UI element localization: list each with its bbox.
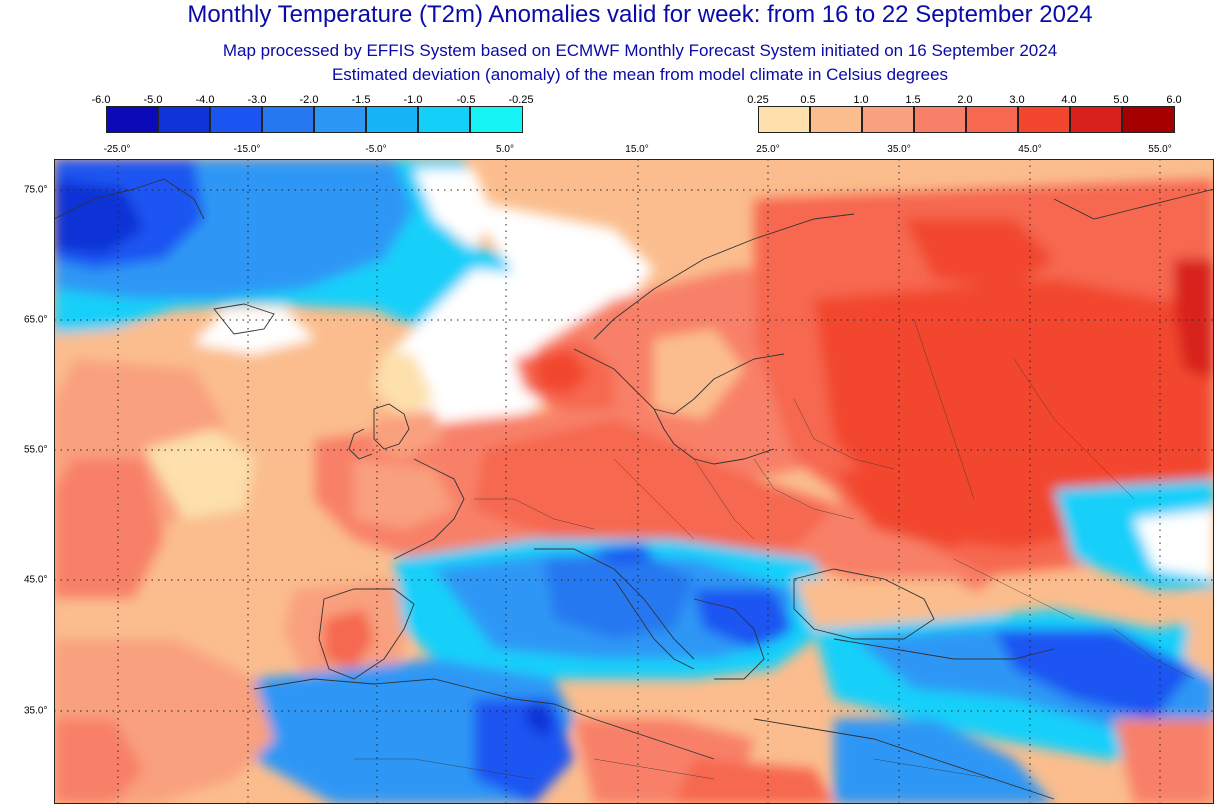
latitude-label: 55.0° (24, 444, 48, 456)
longitude-label: -15.0° (233, 144, 261, 155)
colorbar-negative-swatch (262, 106, 314, 133)
colorbar-positive-label: 0.5 (800, 94, 816, 106)
colorbar-negative-label: -3.0 (247, 94, 267, 106)
colorbar-positive-swatch (758, 106, 810, 133)
colorbar-positive-label: 6.0 (1166, 94, 1182, 106)
longitude-label: 25.0° (756, 144, 780, 155)
colorbar-positive-swatch (862, 106, 914, 133)
colorbar-positive-label: 5.0 (1113, 94, 1129, 106)
colorbar-positive-swatch (1122, 106, 1175, 133)
colorbar-negative-label: -4.0 (195, 94, 215, 106)
colorbar-positive-swatch (966, 106, 1018, 133)
colorbar-positive-swatch (1018, 106, 1070, 133)
colorbar-positive-label: 1.5 (905, 94, 921, 106)
colorbar-negative-swatch (314, 106, 366, 133)
colorbar-negative-swatch (366, 106, 418, 133)
colorbar-negative-swatch (158, 106, 210, 133)
map-title: Monthly Temperature (T2m) Anomalies vali… (187, 1, 1093, 28)
colorbar-positive-swatch (914, 106, 966, 133)
colorbar-negative-label: -0.25 (508, 94, 534, 106)
borders (354, 318, 1195, 780)
colorbar-negative-swatch (418, 106, 470, 133)
anomaly-fields (54, 159, 1214, 804)
colorbar-negative-swatch (470, 106, 523, 133)
longitude-label: -25.0° (103, 144, 131, 155)
latitude-label: 75.0° (24, 184, 48, 196)
longitude-label: 45.0° (1018, 144, 1042, 155)
longitude-label: 5.0° (496, 144, 514, 155)
latitude-label: 45.0° (24, 574, 48, 586)
colorbar-negative-label: -6.0 (91, 94, 111, 106)
colorbar-positive-label: 3.0 (1009, 94, 1025, 106)
colorbar-negative-swatch (210, 106, 262, 133)
colorbar-positive-swatch (1070, 106, 1122, 133)
colorbar-negative-label: -5.0 (143, 94, 163, 106)
colorbar-negative-label: -2.0 (299, 94, 319, 106)
colorbar-positive-label: 1.0 (853, 94, 869, 106)
longitude-label: 15.0° (625, 144, 649, 155)
anomaly-map (54, 159, 1214, 804)
colorbar-positive-label: 0.25 (747, 94, 769, 106)
coastlines (54, 178, 1214, 800)
colorbar-positive-swatch (810, 106, 862, 133)
map-subtitle-description: Estimated deviation (anomaly) of the mea… (331, 65, 949, 84)
latitude-label: 35.0° (24, 705, 48, 717)
colorbar-negative-swatch (106, 106, 158, 133)
colorbar-positive-label: 2.0 (957, 94, 973, 106)
colorbar-negative-label: -0.5 (456, 94, 476, 106)
colorbar-negative-label: -1.0 (403, 94, 423, 106)
map-subtitle-source: Map processed by EFFIS System based on E… (222, 41, 1058, 60)
longitude-label: 55.0° (1148, 144, 1172, 155)
colorbar-negative-label: -1.5 (351, 94, 371, 106)
graticule (54, 159, 1214, 804)
colorbar-positive-label: 4.0 (1061, 94, 1077, 106)
longitude-label: -5.0° (365, 144, 387, 155)
longitude-label: 35.0° (887, 144, 911, 155)
latitude-label: 65.0° (24, 314, 48, 326)
